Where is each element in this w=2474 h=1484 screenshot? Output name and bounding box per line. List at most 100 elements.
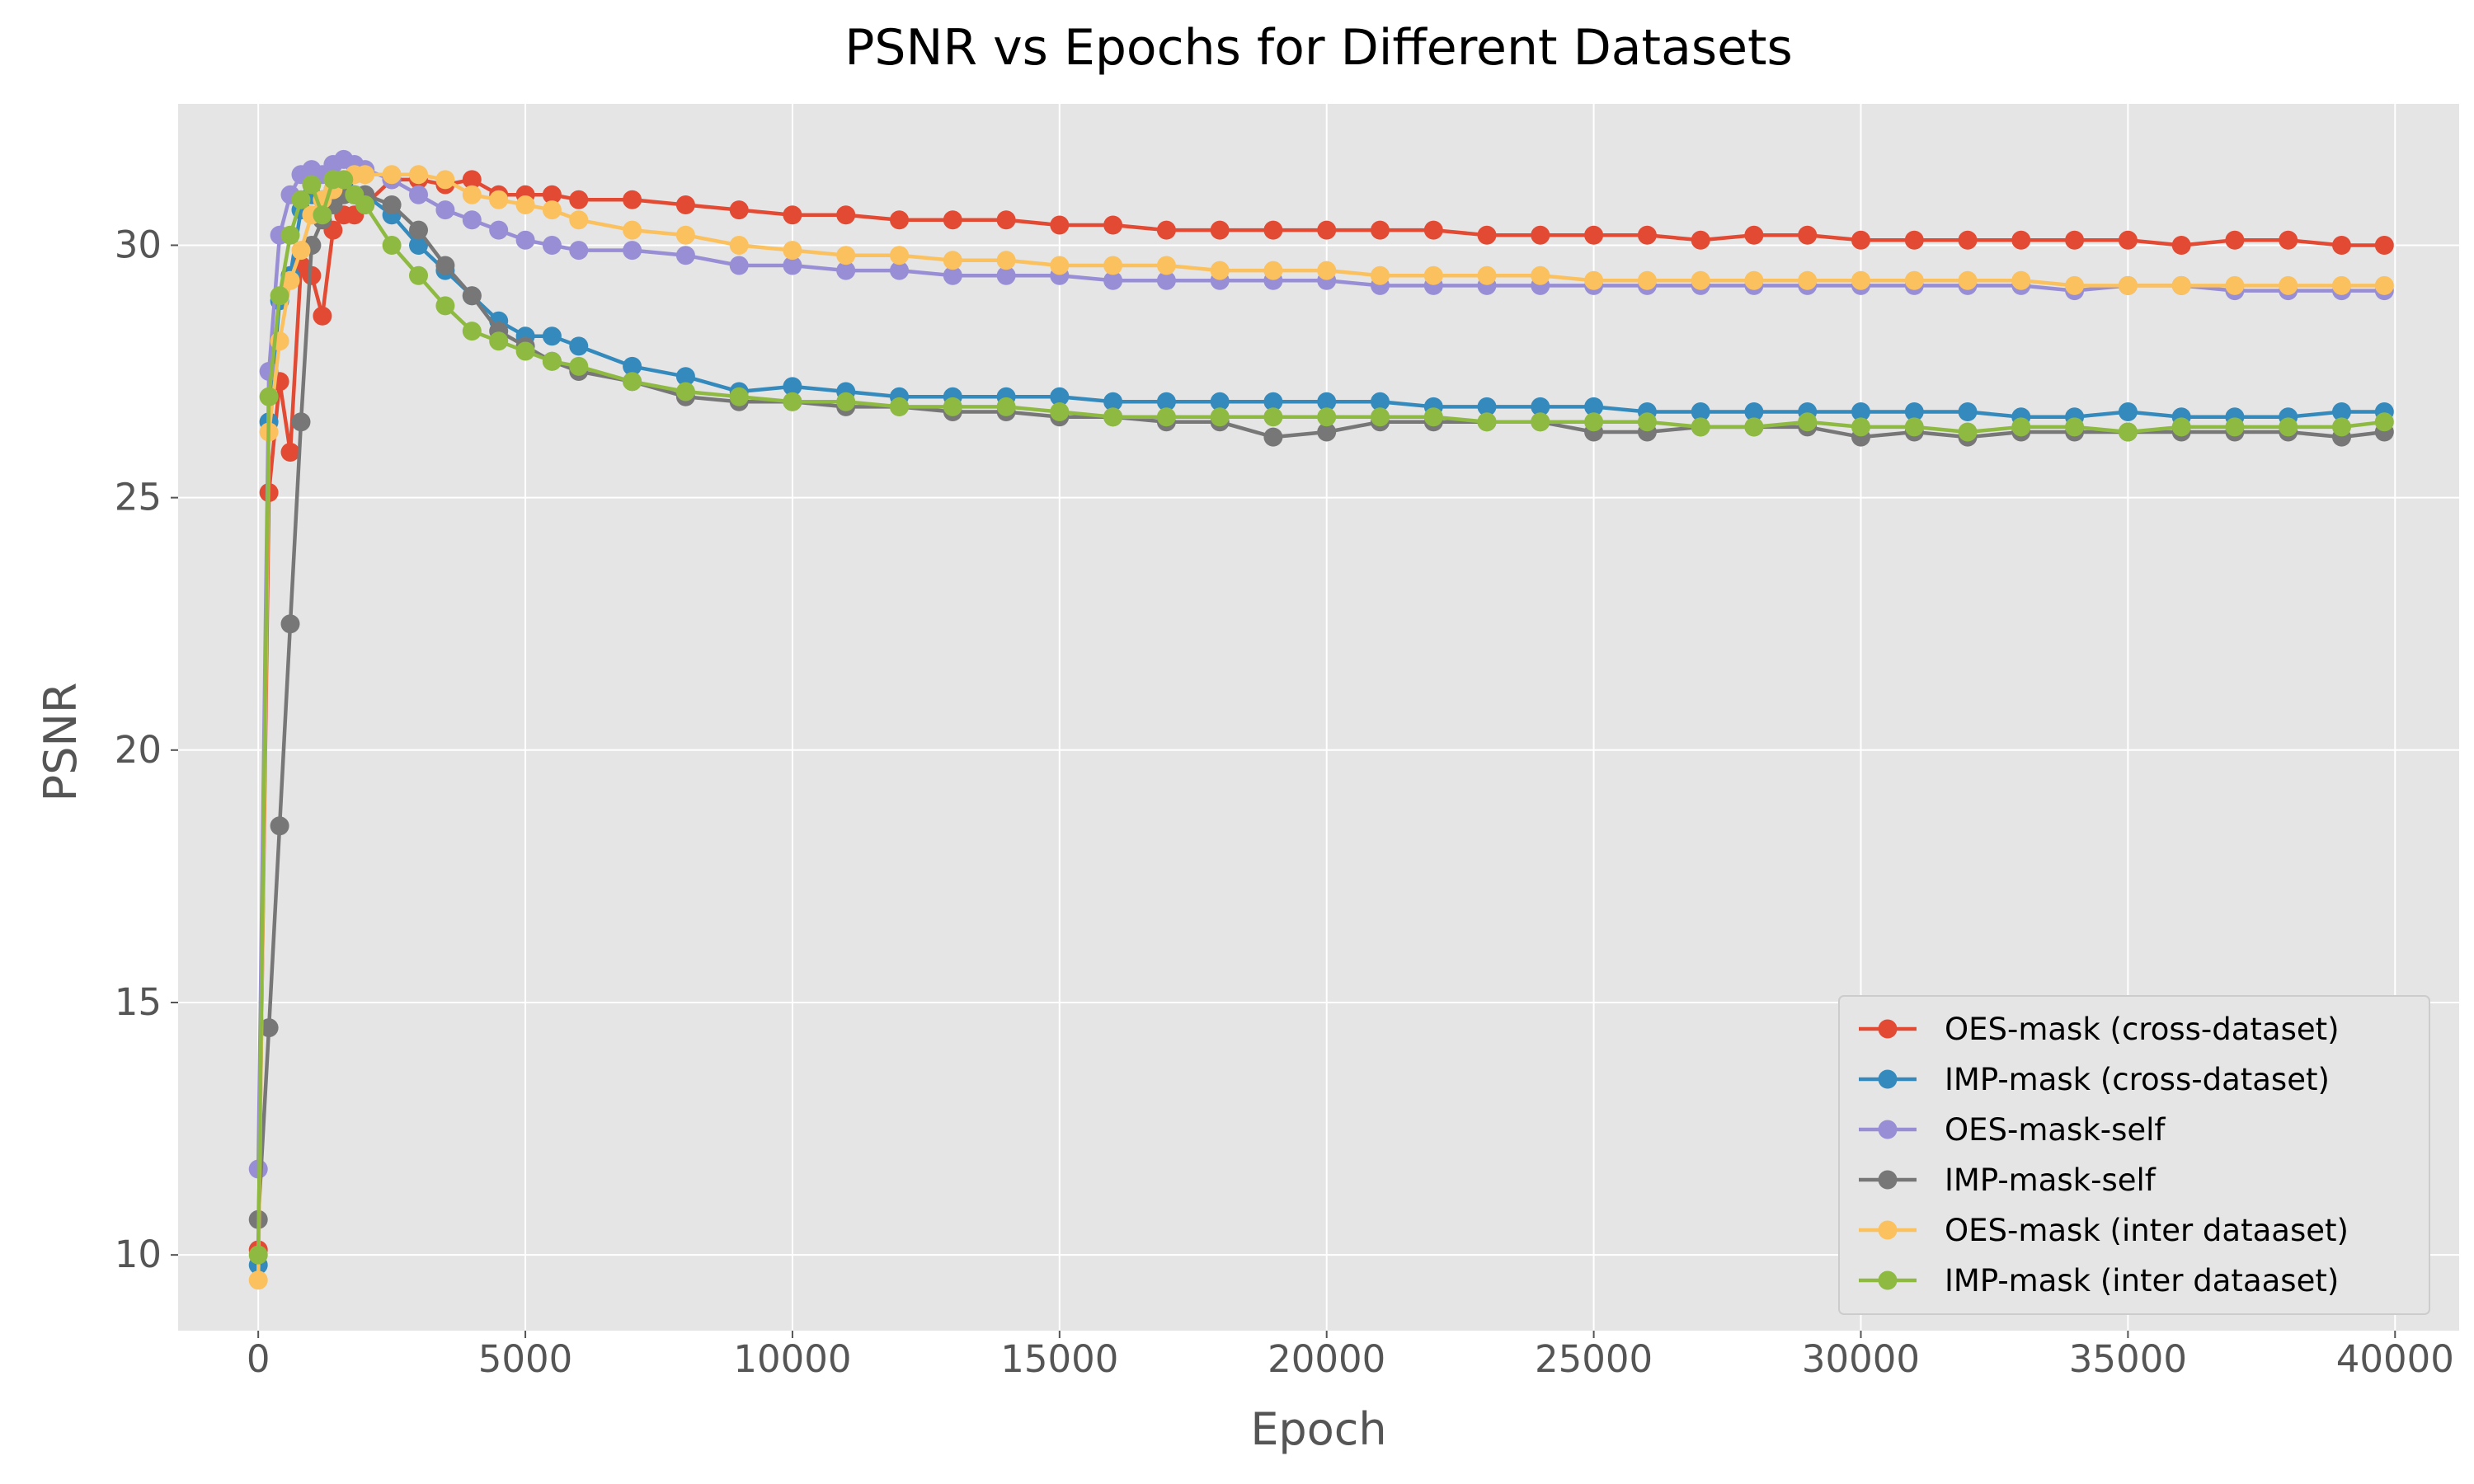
data-point <box>409 236 428 255</box>
data-point <box>1423 220 1443 240</box>
data-point <box>2171 275 2191 295</box>
y-tick-label: 10 <box>115 1233 162 1276</box>
data-point <box>1691 417 1710 437</box>
x-tick-label: 10000 <box>733 1337 851 1381</box>
data-point <box>489 190 509 209</box>
legend-marker <box>1878 1220 1898 1240</box>
data-point <box>1156 407 1176 427</box>
data-point <box>1531 397 1550 416</box>
data-point <box>270 286 289 306</box>
data-point <box>890 397 909 416</box>
data-point <box>1531 412 1550 432</box>
data-point <box>280 614 300 634</box>
data-point <box>542 236 562 255</box>
data-point <box>515 195 535 214</box>
data-point <box>1904 230 1924 250</box>
y-axis: 10 15 20 25 30 <box>115 223 178 1276</box>
data-point <box>313 205 332 225</box>
data-point <box>1210 407 1230 427</box>
legend-label: IMP-mask (inter dataaset) <box>1945 1263 2339 1298</box>
data-point <box>280 443 300 462</box>
data-point <box>2225 275 2245 295</box>
data-point <box>943 397 962 416</box>
data-point <box>382 165 402 185</box>
data-point <box>1584 225 1604 245</box>
data-point <box>1744 270 1764 290</box>
data-point <box>1050 256 1070 275</box>
data-point <box>1958 422 1978 442</box>
data-point <box>1691 270 1710 290</box>
legend: OES-mask (cross-dataset) IMP-mask (cross-… <box>1838 995 2430 1315</box>
data-point <box>1904 270 1924 290</box>
data-point <box>675 382 695 402</box>
data-point <box>569 336 589 356</box>
data-point <box>675 246 695 265</box>
data-point <box>1798 225 1818 245</box>
data-point <box>270 816 289 836</box>
data-point <box>2065 417 2085 437</box>
data-point <box>409 165 428 185</box>
data-point <box>462 210 482 230</box>
x-axis: 0 5000 10000 15000 20000 25000 30000 35000 40000 <box>247 1331 2454 1381</box>
data-point <box>729 387 749 406</box>
data-point <box>382 236 402 255</box>
data-point <box>1103 392 1123 411</box>
x-tick-label: 15000 <box>1000 1337 1118 1381</box>
data-point <box>435 256 455 275</box>
data-point <box>623 356 642 376</box>
data-point <box>1317 220 1337 240</box>
data-point <box>996 210 1016 230</box>
legend-label: OES-mask-self <box>1945 1112 2166 1148</box>
data-point <box>515 341 535 361</box>
data-point <box>1371 265 1390 285</box>
data-point <box>2374 412 2394 432</box>
data-point <box>1210 261 1230 280</box>
x-axis-label: Epoch <box>1250 1403 1386 1455</box>
data-point <box>836 261 856 280</box>
data-point <box>1156 392 1176 411</box>
data-point <box>1744 402 1764 421</box>
data-point <box>890 261 909 280</box>
x-tick-label: 0 <box>247 1337 270 1381</box>
data-point <box>623 220 642 240</box>
data-point <box>943 265 962 285</box>
legend-marker <box>1878 1170 1898 1190</box>
data-point <box>313 306 332 326</box>
data-point <box>1531 225 1550 245</box>
data-point <box>462 322 482 341</box>
data-point <box>675 367 695 387</box>
data-point <box>435 170 455 190</box>
data-point <box>943 251 962 270</box>
data-point <box>1904 417 1924 437</box>
data-point <box>996 251 1016 270</box>
data-point <box>2225 417 2245 437</box>
data-point <box>435 200 455 220</box>
data-point <box>783 377 802 397</box>
data-point <box>462 286 482 306</box>
data-point <box>291 241 311 261</box>
data-point <box>1156 220 1176 240</box>
data-point <box>1317 407 1337 427</box>
legend-marker <box>1878 1069 1898 1089</box>
legend-marker <box>1878 1270 1898 1290</box>
legend-box <box>1838 995 2430 1315</box>
data-point <box>1317 422 1337 442</box>
data-point <box>1531 265 1550 285</box>
data-point <box>783 241 802 261</box>
data-point <box>729 236 749 255</box>
data-point <box>2011 270 2031 290</box>
y-tick-label: 20 <box>115 728 162 772</box>
data-point <box>729 256 749 275</box>
data-point <box>1050 387 1070 406</box>
data-point <box>783 205 802 225</box>
y-tick-label: 30 <box>115 223 162 266</box>
chart-title: PSNR vs Epochs for Different Datasets <box>844 19 1793 77</box>
data-point <box>2374 236 2394 255</box>
data-point <box>1637 412 1657 432</box>
data-point <box>542 200 562 220</box>
data-point <box>1691 230 1710 250</box>
data-point <box>489 220 509 240</box>
data-point <box>291 190 311 209</box>
data-point <box>2279 417 2298 437</box>
data-point <box>783 392 802 411</box>
